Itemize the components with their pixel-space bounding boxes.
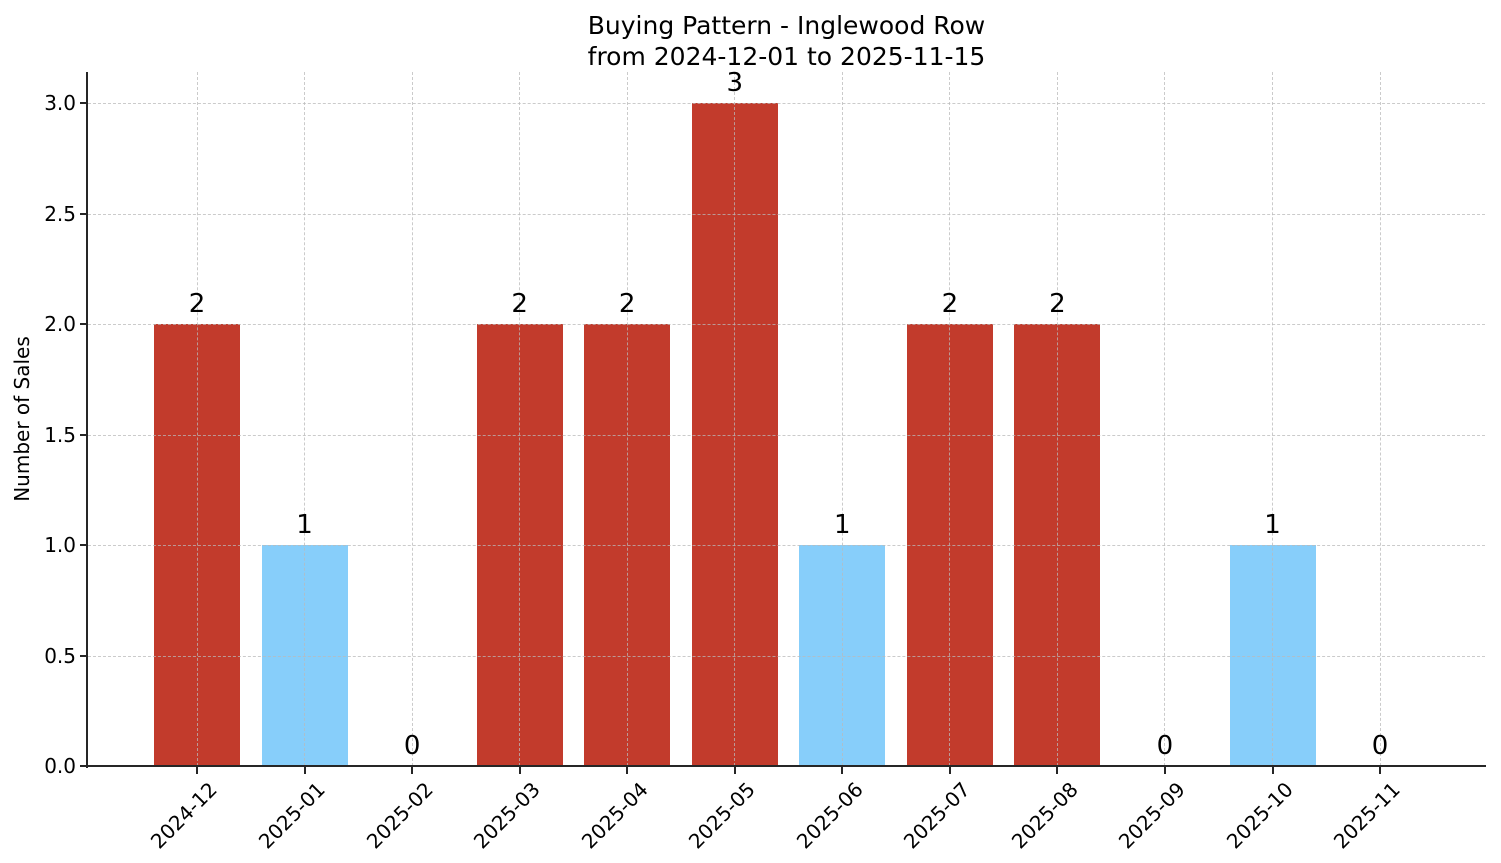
x-tick-label: 2025-01 <box>253 777 330 854</box>
x-tick-mark <box>733 767 736 774</box>
x-tick-mark <box>518 767 521 774</box>
y-tick-mark <box>80 433 87 436</box>
gridline-vertical <box>949 72 951 766</box>
gridline-vertical <box>841 72 843 766</box>
bar-value-label: 1 <box>1264 510 1281 540</box>
y-tick-label: 3.0 <box>44 91 76 115</box>
bar-value-label: 2 <box>618 289 636 319</box>
x-tick-mark <box>626 767 629 774</box>
gridline-horizontal <box>88 545 1485 546</box>
bar-value-label: 0 <box>1156 731 1174 761</box>
gridline-vertical <box>1164 72 1166 766</box>
gridline-vertical <box>519 72 521 766</box>
y-tick-mark <box>80 765 87 767</box>
gridline-vertical <box>411 72 413 766</box>
x-tick-label: 2025-06 <box>791 777 868 854</box>
y-tick-label: 1.5 <box>44 422 76 447</box>
y-tick-mark <box>80 323 87 325</box>
bar-value-label: 0 <box>403 731 421 761</box>
bar-value-label: 3 <box>726 68 744 98</box>
x-tick-label: 2025-04 <box>576 777 653 854</box>
x-tick-mark <box>841 767 844 774</box>
y-tick-label: 2.0 <box>44 312 76 336</box>
gridline-horizontal <box>88 324 1485 325</box>
x-tick-mark <box>303 767 306 774</box>
chart-subtitle: from 2024-12-01 to 2025-11-15 <box>587 42 986 71</box>
x-tick-label: 2025-09 <box>1114 777 1191 854</box>
x-tick-label: 2025-02 <box>361 777 438 854</box>
y-tick-label: 1.0 <box>44 533 76 557</box>
x-tick-mark <box>1163 767 1166 774</box>
x-tick-label: 2025-07 <box>899 777 976 854</box>
x-axis-spine <box>86 765 1486 767</box>
gridline-vertical <box>1056 72 1058 766</box>
gridline-vertical <box>1379 72 1381 766</box>
gridline-horizontal <box>88 103 1485 104</box>
gridline-vertical <box>196 72 198 766</box>
x-tick-mark <box>196 767 198 774</box>
gridline-vertical <box>734 72 736 766</box>
x-tick-label: 2025-03 <box>468 777 545 854</box>
x-tick-label: 2025-10 <box>1221 777 1298 854</box>
x-tick-mark <box>1056 767 1059 774</box>
x-tick-label: 2025-05 <box>683 777 761 854</box>
y-tick-label: 0.0 <box>44 754 76 778</box>
bar-value-label: 2 <box>188 289 206 319</box>
y-tick-mark <box>80 544 87 546</box>
gridline-horizontal <box>88 434 1485 436</box>
y-tick-mark <box>80 212 87 215</box>
x-tick-mark <box>1379 767 1382 774</box>
bar-value-label: 1 <box>296 510 313 540</box>
bar-value-label: 2 <box>511 289 528 319</box>
y-tick-label: 2.5 <box>44 201 76 226</box>
x-tick-mark <box>411 767 414 774</box>
gridline-vertical <box>626 72 628 766</box>
gridline-vertical <box>1272 72 1273 766</box>
x-tick-mark <box>1271 767 1274 774</box>
y-axis-spine <box>86 72 88 768</box>
bar-value-label: 1 <box>834 510 851 540</box>
bar-value-label: 0 <box>1371 731 1389 761</box>
chart-title: Buying Pattern - Inglewood Row <box>587 11 986 40</box>
y-tick-mark <box>80 654 87 657</box>
chart-title-block: Buying Pattern - Inglewood Row from 2024… <box>88 10 1485 72</box>
gridline-vertical <box>304 72 306 766</box>
y-tick-label: 0.5 <box>44 643 76 668</box>
y-axis-label: Number of Sales <box>10 336 34 502</box>
x-tick-label: 2024-12 <box>146 777 223 854</box>
gridline-horizontal <box>88 213 1485 215</box>
gridline-horizontal <box>88 655 1485 657</box>
x-tick-label: 2025-11 <box>1329 777 1406 854</box>
y-tick-mark <box>80 102 87 104</box>
bar-value-label: 2 <box>941 289 959 319</box>
bar-value-label: 2 <box>1049 289 1066 319</box>
x-tick-label: 2025-08 <box>1006 777 1083 854</box>
x-tick-mark <box>948 767 951 774</box>
